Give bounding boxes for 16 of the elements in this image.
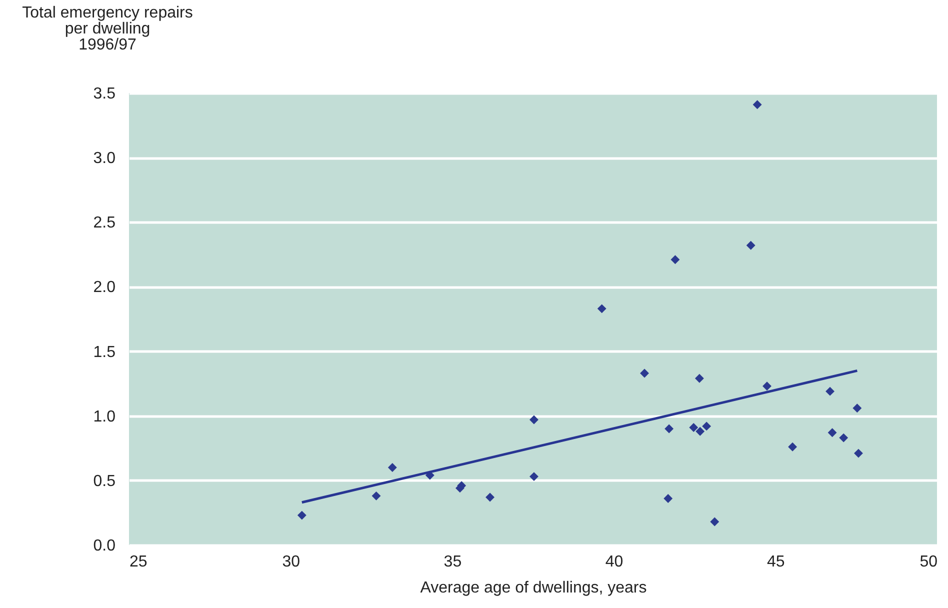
y-axis-title: Total emergency repairs per dwelling 1996/97 — [22, 4, 193, 54]
x-tick-label: 45 — [767, 554, 785, 570]
y-tick-label: 1.5 — [93, 344, 116, 361]
x-tick-label: 35 — [444, 554, 462, 570]
x-tick-label: 25 — [130, 554, 148, 570]
y-tick-label: 3.5 — [93, 86, 116, 102]
x-tick-label: 40 — [605, 554, 624, 570]
x-axis-title: Average age of dwellings, years — [420, 580, 647, 596]
y-tick-label: 0.0 — [93, 538, 116, 554]
y-tick-label: 2.5 — [93, 214, 116, 232]
x-tick-label: 50 — [920, 554, 938, 570]
y-tick-label: 3.0 — [93, 150, 116, 168]
y-tick-label: 1.0 — [93, 408, 116, 426]
y-tick-label: 2.0 — [93, 279, 116, 296]
y-tick-label: 0.5 — [93, 472, 116, 490]
x-tick-label: 30 — [282, 554, 300, 570]
